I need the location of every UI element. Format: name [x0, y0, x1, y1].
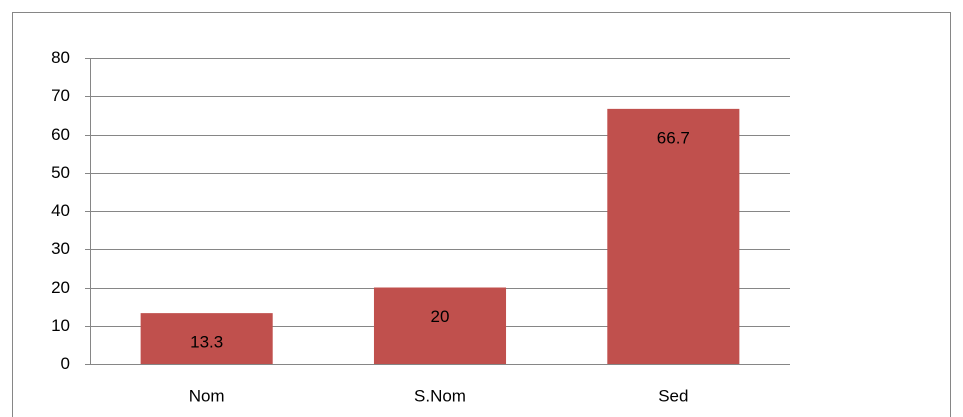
- chart-frame: [12, 12, 951, 417]
- data-label: 20: [431, 307, 450, 326]
- x-tick-label: S.Nom: [414, 386, 466, 405]
- y-tick-label: 30: [51, 239, 70, 258]
- y-tick-label: 20: [51, 278, 70, 297]
- x-tick-label: Nom: [189, 386, 225, 405]
- y-tick-label: 10: [51, 316, 70, 335]
- y-tick-label: 60: [51, 125, 70, 144]
- y-tick-label: 80: [51, 48, 70, 67]
- bar: [140, 313, 273, 364]
- y-tick-label: 0: [61, 354, 70, 373]
- y-tick-label: 40: [51, 201, 70, 220]
- y-tick-label: 70: [51, 86, 70, 105]
- x-tick-label: Sed: [658, 386, 688, 405]
- y-tick-label: 50: [51, 163, 70, 182]
- data-label: 66.7: [657, 128, 690, 147]
- bar: [373, 287, 507, 364]
- bar: [607, 108, 740, 364]
- data-label: 13.3: [190, 333, 223, 352]
